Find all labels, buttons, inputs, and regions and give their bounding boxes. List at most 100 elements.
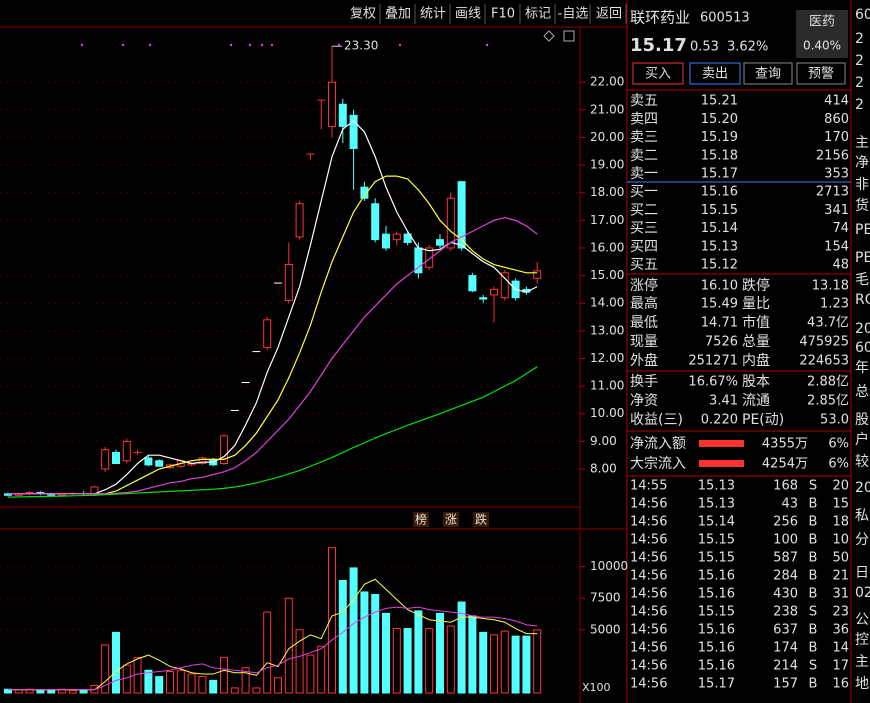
candle-body bbox=[360, 186, 369, 199]
book-price: 15.14 bbox=[701, 221, 738, 236]
side-text: 60 bbox=[855, 7, 870, 23]
toolbar-button[interactable]: 标记 bbox=[525, 7, 551, 22]
candle-body bbox=[468, 275, 477, 292]
toolbar-button[interactable]: 返回 bbox=[596, 7, 622, 22]
sector-name[interactable]: 医药 bbox=[809, 15, 835, 30]
moving-average bbox=[7, 366, 538, 498]
tag[interactable]: 涨 bbox=[445, 512, 457, 527]
diamond-icon[interactable] bbox=[543, 30, 555, 42]
book-price: 15.13 bbox=[701, 239, 738, 254]
stat-value: 16.67% bbox=[688, 375, 738, 390]
side-text: 净 bbox=[855, 155, 869, 171]
stat-value: 2.85亿 bbox=[807, 394, 849, 409]
y-tick-label: 21.00 bbox=[590, 102, 624, 116]
action-button[interactable]: 买入 bbox=[645, 67, 671, 82]
toolbar-button[interactable]: 复权 bbox=[350, 6, 376, 22]
candle-body bbox=[101, 449, 110, 470]
tag-frame bbox=[413, 512, 429, 527]
side-text: 主 bbox=[855, 135, 869, 151]
trade-volume: 43 bbox=[781, 497, 798, 512]
trade-time: 14:56 bbox=[630, 587, 667, 602]
side-text: 年 bbox=[855, 360, 869, 376]
action-button[interactable]: 预警 bbox=[808, 66, 834, 82]
y-tick-label: 16.00 bbox=[590, 240, 624, 254]
action-button[interactable]: 卖出 bbox=[702, 67, 728, 82]
flow-label: 大宗流入 bbox=[630, 456, 686, 472]
trade-volume: 637 bbox=[773, 623, 798, 638]
trade-count: 23 bbox=[832, 605, 849, 620]
trade-volume: 157 bbox=[773, 677, 798, 692]
tag[interactable]: 跌 bbox=[475, 512, 487, 527]
stat-label: 收益(三) bbox=[630, 412, 683, 428]
candle-body bbox=[349, 114, 358, 149]
side-text: 20 bbox=[855, 480, 870, 496]
volume-bar bbox=[479, 631, 488, 694]
candle-body bbox=[500, 272, 509, 299]
toolbar-button[interactable]: 统计 bbox=[420, 7, 446, 22]
volume-bar bbox=[274, 677, 282, 694]
toolbar-button[interactable]: -自选 bbox=[558, 7, 589, 22]
trade-time: 14:56 bbox=[630, 533, 667, 548]
volume-bar bbox=[468, 615, 477, 694]
window-icon[interactable] bbox=[563, 30, 575, 42]
trade-volume: 100 bbox=[773, 533, 798, 548]
book-label: 买三 bbox=[630, 221, 658, 237]
y-tick-label: 9.00 bbox=[590, 434, 617, 448]
y-tick-label: 17.00 bbox=[590, 213, 624, 227]
side-text: 主 bbox=[855, 654, 869, 670]
y-tick-label: 18.00 bbox=[590, 185, 624, 199]
y-tick-label: 10000 bbox=[590, 559, 628, 573]
volume-bar bbox=[122, 664, 131, 694]
stat-value: 0.220 bbox=[701, 413, 738, 428]
side-text: 毛 bbox=[855, 272, 869, 288]
volume-bar bbox=[112, 631, 120, 694]
candle-body bbox=[392, 233, 401, 241]
flow-value: 4254万 bbox=[762, 457, 808, 472]
side-text: RO bbox=[855, 292, 870, 308]
book-label: 卖一 bbox=[630, 166, 658, 182]
stat-value: 251271 bbox=[688, 354, 738, 369]
candle-body bbox=[328, 81, 336, 127]
trade-price: 15.15 bbox=[698, 533, 735, 548]
flow-pct: 6% bbox=[828, 457, 849, 472]
stat-label: 跌停 bbox=[742, 277, 770, 294]
volume-moving-average bbox=[8, 606, 538, 691]
y-tick-label: 13.00 bbox=[590, 323, 624, 337]
stat-label: 现量 bbox=[630, 334, 658, 350]
trade-time: 14:55 bbox=[630, 479, 667, 494]
stock-code: 600513 bbox=[700, 11, 750, 26]
trade-side: B bbox=[809, 533, 818, 548]
tag[interactable]: 榜 bbox=[415, 512, 427, 527]
trade-price: 15.16 bbox=[698, 569, 735, 584]
toolbar-button[interactable]: 叠加 bbox=[385, 7, 411, 22]
volume-bar bbox=[317, 645, 326, 694]
trade-price: 15.13 bbox=[698, 497, 735, 512]
stat-value: 1.23 bbox=[820, 297, 849, 312]
trade-count: 16 bbox=[832, 677, 849, 692]
stat-value: 43.7亿 bbox=[807, 316, 849, 331]
action-button[interactable]: 查询 bbox=[755, 67, 781, 82]
y-tick-label: 5000 bbox=[590, 622, 621, 636]
toolbar-button[interactable]: F10 bbox=[491, 7, 515, 22]
trade-count: 17 bbox=[832, 659, 849, 674]
volume-bar bbox=[511, 635, 520, 694]
volume-bar bbox=[295, 629, 304, 694]
trade-count: 14 bbox=[832, 641, 849, 656]
side-text: 货 bbox=[855, 197, 869, 214]
trade-price: 15.16 bbox=[698, 641, 735, 656]
side-text: 分 bbox=[855, 532, 869, 548]
marker-dot bbox=[260, 43, 264, 47]
volume-bar bbox=[176, 669, 185, 694]
side-text: 02 bbox=[855, 585, 870, 601]
stat-value: 14.71 bbox=[701, 316, 738, 331]
stat-label: PE(动) bbox=[742, 412, 784, 428]
candle-body bbox=[479, 297, 488, 300]
sector-box bbox=[796, 10, 848, 58]
tag-frame bbox=[443, 512, 459, 527]
candle-body bbox=[371, 203, 380, 241]
side-text: 2 bbox=[855, 31, 864, 47]
flow-pct: 6% bbox=[828, 437, 849, 452]
flow-value: 4355万 bbox=[762, 437, 808, 452]
toolbar-button[interactable]: 画线 bbox=[455, 7, 481, 22]
